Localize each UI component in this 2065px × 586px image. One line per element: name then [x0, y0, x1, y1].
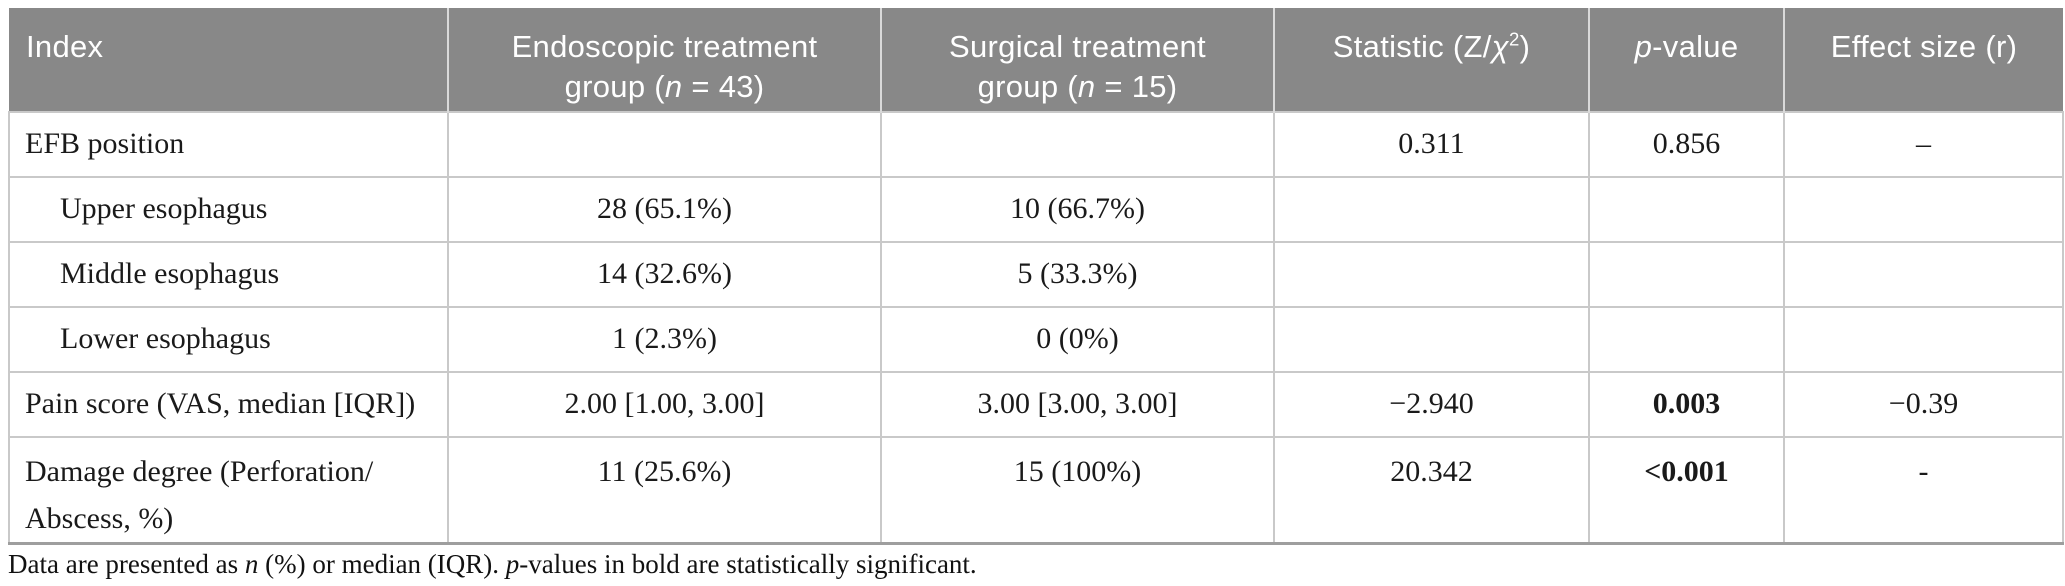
cell-p-value — [1588, 241, 1785, 308]
cell-statistic — [1273, 306, 1590, 373]
column-header-p-value: p-value — [1588, 8, 1784, 112]
text-segment: 2 — [1508, 28, 1520, 50]
cell-surgical-group — [880, 111, 1275, 178]
column-header-surgical-group: Surgical treatment group (n = 15) — [880, 8, 1274, 112]
text-segment: Statistic (Z/ — [1332, 29, 1492, 64]
cell-statistic — [1273, 241, 1590, 308]
text-segment: n — [664, 69, 683, 104]
cell-endoscopic-group: 11 (25.6%) — [447, 436, 882, 545]
text-segment: Endoscopic treatment — [511, 29, 818, 64]
row-label-cell: Damage degree (Perforation/Abscess, %) — [8, 436, 449, 545]
cell-surgical-group: 3.00 [3.00, 3.00] — [880, 371, 1275, 438]
text-segment: n — [1077, 69, 1096, 104]
text-segment: -values in bold are statistically signif… — [519, 549, 977, 579]
row-label-cell: Pain score (VAS, median [IQR]) — [8, 371, 449, 438]
statistics-table: Index Endoscopic treatment group (n = 43) S… — [8, 8, 2064, 545]
column-header-index: Index — [9, 8, 448, 112]
text-segment: group ( — [977, 69, 1078, 104]
cell-p-value: <0.001 — [1588, 436, 1785, 545]
cell-effect-size: – — [1783, 111, 2064, 178]
row-label-cell: Middle esophagus — [8, 241, 449, 308]
cell-p-value — [1588, 306, 1785, 373]
cell-surgical-group: 10 (66.7%) — [880, 176, 1275, 243]
cell-endoscopic-group: 28 (65.1%) — [447, 176, 882, 243]
cell-effect-size — [1783, 241, 2064, 308]
text-segment: -value — [1652, 29, 1739, 64]
table-row: Middle esophagus 14 (32.6%) 5 (33.3%) — [8, 241, 2064, 308]
cell-endoscopic-group: 1 (2.3%) — [447, 306, 882, 373]
table-header: Index Endoscopic treatment group (n = 43) S… — [9, 8, 2063, 112]
cell-statistic: 0.311 — [1273, 111, 1590, 178]
text-segment: p — [1634, 29, 1653, 64]
table-row: Damage degree (Perforation/Abscess, %) 11… — [8, 436, 2064, 545]
statistics-table-container: Index Endoscopic treatment group (n = 43) S… — [8, 8, 2064, 545]
table-footnote: Data are presented as n (%) or median (I… — [8, 548, 977, 580]
row-label-cell: Lower esophagus — [8, 306, 449, 373]
cell-endoscopic-group: 14 (32.6%) — [447, 241, 882, 308]
cell-effect-size: - — [1783, 436, 2064, 545]
column-header-effect-size: Effect size (r) — [1783, 8, 2063, 112]
text-segment: Data are presented as — [8, 549, 245, 579]
text-segment: (%) or median (IQR). — [258, 549, 506, 579]
cell-surgical-group: 15 (100%) — [880, 436, 1275, 545]
cell-surgical-group: 0 (0%) — [880, 306, 1275, 373]
text-segment: Effect size (r) — [1830, 29, 2018, 64]
cell-effect-size — [1783, 176, 2064, 243]
cell-endoscopic-group: 2.00 [1.00, 3.00] — [447, 371, 882, 438]
column-header-statistic: Statistic (Z/χ2) — [1273, 8, 1589, 112]
cell-statistic — [1273, 176, 1590, 243]
cell-statistic: 20.342 — [1273, 436, 1590, 545]
text-segment: Surgical treatment — [949, 29, 1206, 64]
text-segment: p — [505, 549, 520, 579]
cell-effect-size — [1783, 306, 2064, 373]
text-segment: ) — [1519, 29, 1531, 64]
text-segment: group ( — [564, 69, 665, 104]
text-segment: n — [244, 549, 259, 579]
cell-surgical-group: 5 (33.3%) — [880, 241, 1275, 308]
cell-p-value: 0.003 — [1588, 371, 1785, 438]
cell-p-value — [1588, 176, 1785, 243]
text-segment: Index — [26, 29, 104, 64]
text-segment: = 15) — [1095, 69, 1178, 104]
table-row: Pain score (VAS, median [IQR]) 2.00 [1.00… — [8, 371, 2064, 438]
table-body: EFB position 0.311 0.856– Upper esophagus 28… — [8, 111, 2064, 545]
cell-statistic: −2.940 — [1273, 371, 1590, 438]
header-row: Index Endoscopic treatment group (n = 43) S… — [9, 8, 2063, 112]
row-label-cell: EFB position — [8, 111, 449, 178]
table-row: Upper esophagus 28 (65.1%) 10 (66.7%) — [8, 176, 2064, 243]
text-segment: = 43) — [682, 69, 765, 104]
table-row: Lower esophagus 1 (2.3%) 0 (0%) — [8, 306, 2064, 373]
row-label-cell: Upper esophagus — [8, 176, 449, 243]
cell-effect-size: −0.39 — [1783, 371, 2064, 438]
cell-endoscopic-group — [447, 111, 882, 178]
text-segment: χ — [1491, 29, 1509, 64]
column-header-endoscopic-group: Endoscopic treatment group (n = 43) — [447, 8, 881, 112]
table-row: EFB position 0.311 0.856– — [8, 111, 2064, 178]
cell-p-value: 0.856 — [1588, 111, 1785, 178]
